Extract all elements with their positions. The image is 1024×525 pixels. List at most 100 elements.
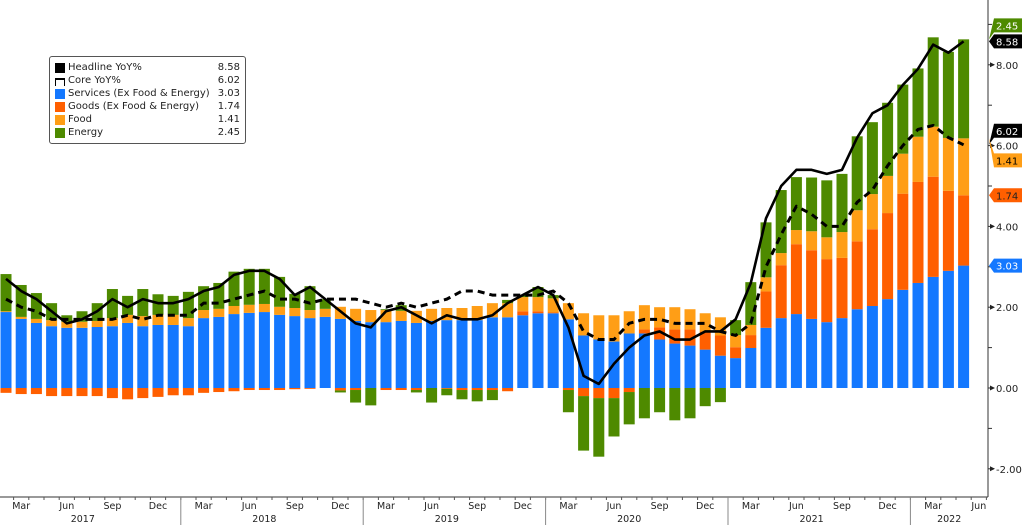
bar-food <box>897 153 909 194</box>
bar-food <box>137 316 149 327</box>
bar-food <box>806 231 818 251</box>
bar-services <box>730 358 742 388</box>
bar-goods <box>699 331 711 350</box>
bar-food <box>745 324 757 336</box>
bar-services <box>851 309 863 388</box>
x-month-label: Sep <box>468 501 486 512</box>
bar-goods <box>334 388 346 391</box>
bar-services <box>836 318 848 388</box>
bar-goods <box>851 241 863 310</box>
bar-services <box>380 322 392 388</box>
headline-line <box>5 40 965 386</box>
bar-services <box>304 318 316 388</box>
bar-goods <box>806 250 818 319</box>
bar-food <box>699 313 711 332</box>
bar-services <box>578 335 590 388</box>
bar-food <box>730 335 742 348</box>
bar-goods <box>547 312 559 314</box>
bar-goods <box>654 327 666 340</box>
legend-label: Services (Ex Food & Energy) <box>68 88 210 99</box>
bar-food <box>319 308 331 317</box>
bar-services <box>30 322 42 388</box>
bar-goods <box>638 329 650 334</box>
goods-value-tag: 1.74 <box>996 191 1018 202</box>
bar-goods <box>958 195 970 266</box>
x-month-label: Mar <box>559 501 577 512</box>
bar-services <box>775 318 787 388</box>
bar-food <box>167 314 179 325</box>
bar-food <box>790 230 802 245</box>
y-tick-label: -2.00 <box>996 465 1022 476</box>
bar-goods <box>76 388 88 397</box>
bar-services <box>882 299 894 388</box>
bar-services <box>821 322 833 388</box>
bar-energy <box>319 299 331 309</box>
bar-food <box>654 307 666 328</box>
bar-energy <box>365 388 377 406</box>
bar-food <box>395 310 407 321</box>
bar-energy <box>502 299 514 304</box>
bar-services <box>927 276 939 388</box>
bar-goods <box>882 213 894 300</box>
bar-food <box>46 320 58 327</box>
bar-services <box>15 318 27 388</box>
bar-energy <box>410 390 422 393</box>
bar-energy <box>334 390 346 393</box>
bar-food <box>836 232 848 258</box>
bar-food <box>532 297 544 312</box>
bar-food <box>122 314 134 323</box>
bar-food <box>942 137 954 191</box>
bar-energy <box>638 388 650 419</box>
legend-value: 6.02 <box>217 75 240 86</box>
bar-food <box>350 308 362 321</box>
bar-services <box>806 318 818 388</box>
bar-services <box>502 317 514 388</box>
headline-value-tag-bg <box>989 34 1022 49</box>
headline-swatch <box>55 62 65 73</box>
bar-energy <box>15 284 27 317</box>
bar-goods <box>623 388 635 393</box>
bar-energy <box>912 68 924 137</box>
bar-services <box>532 313 544 388</box>
bar-services <box>350 320 362 388</box>
bar-services <box>152 324 164 388</box>
bar-goods <box>91 388 103 397</box>
bar-goods <box>441 388 453 389</box>
bar-energy <box>882 102 894 176</box>
bar-goods <box>46 388 58 397</box>
bar-services <box>91 326 103 388</box>
headline-value-tag: 8.58 <box>996 37 1018 48</box>
bar-food <box>547 298 559 313</box>
legend-label: Core YoY% <box>68 75 121 86</box>
x-month-label: Dec <box>331 501 349 512</box>
bar-services <box>866 305 878 388</box>
bar-energy <box>790 177 802 231</box>
bar-services <box>319 316 331 388</box>
bar-goods <box>593 388 605 399</box>
x-month-label: Mar <box>195 501 213 512</box>
bar-food <box>669 307 681 330</box>
bar-goods <box>350 388 362 391</box>
bar-goods <box>289 388 301 390</box>
legend-label: Food <box>68 114 92 125</box>
bar-goods <box>578 388 590 397</box>
services-swatch <box>55 88 65 99</box>
bar-services <box>61 327 73 388</box>
bar-goods <box>912 181 924 283</box>
bar-energy <box>213 282 225 309</box>
bar-energy <box>745 282 757 325</box>
bar-energy <box>228 271 240 306</box>
bar-services <box>258 312 270 388</box>
food-value-tag: 1.41 <box>996 156 1018 167</box>
bar-energy <box>927 37 939 127</box>
x-year-label: 2018 <box>252 514 276 525</box>
bar-services <box>106 326 118 388</box>
bar-goods <box>866 229 878 306</box>
bar-goods <box>608 388 620 399</box>
energy-value-tag: 2.45 <box>996 21 1018 32</box>
core-line <box>5 123 965 342</box>
bar-energy <box>486 390 498 401</box>
bar-goods <box>274 388 286 391</box>
bar-services <box>790 314 802 388</box>
